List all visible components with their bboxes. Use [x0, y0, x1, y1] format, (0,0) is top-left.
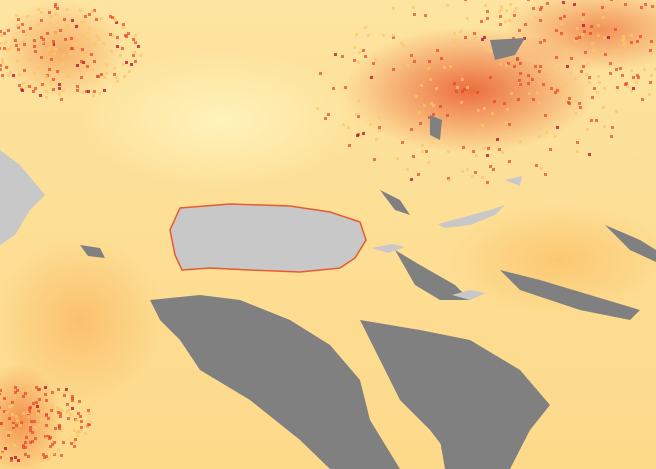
- no-data-patch: [430, 115, 442, 140]
- no-data-patch: [80, 245, 105, 258]
- land-st-croix: [452, 290, 486, 300]
- no-data-patch: [490, 38, 525, 60]
- land-culebra: [505, 176, 522, 186]
- no-data-patch: [605, 225, 656, 262]
- land-vieques: [372, 244, 405, 253]
- land-puerto-rico: [169, 203, 367, 273]
- no-data-areas: [80, 38, 656, 469]
- no-data-patch: [150, 295, 400, 469]
- no-data-patch: [440, 435, 480, 469]
- no-data-patch: [500, 270, 640, 320]
- land-hispaniola: [0, 150, 45, 245]
- no-data-patch: [395, 250, 470, 300]
- land-virgin-islands: [438, 205, 505, 228]
- land-areas: [0, 150, 522, 300]
- no-data-patch: [360, 320, 550, 469]
- no-data-patch: [380, 190, 410, 215]
